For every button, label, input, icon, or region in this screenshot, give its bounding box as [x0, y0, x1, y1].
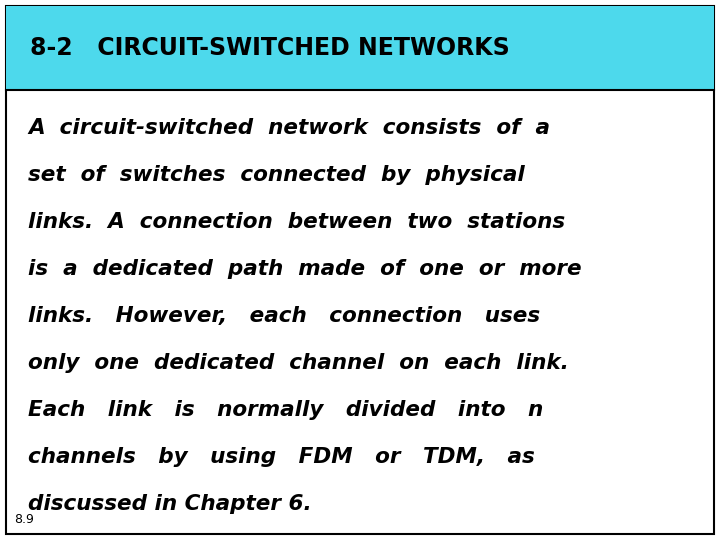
- Text: only  one  dedicated  channel  on  each  link.: only one dedicated channel on each link.: [28, 353, 569, 373]
- Text: 8-2   CIRCUIT-SWITCHED NETWORKS: 8-2 CIRCUIT-SWITCHED NETWORKS: [30, 36, 510, 60]
- Text: links.   However,   each   connection   uses: links. However, each connection uses: [28, 306, 540, 326]
- Text: Each   link   is   normally   divided   into   n: Each link is normally divided into n: [28, 400, 544, 420]
- Text: is  a  dedicated  path  made  of  one  or  more: is a dedicated path made of one or more: [28, 259, 582, 279]
- Text: links.  A  connection  between  two  stations: links. A connection between two stations: [28, 212, 565, 232]
- Text: channels   by   using   FDM   or   TDM,   as: channels by using FDM or TDM, as: [28, 447, 535, 467]
- Text: discussed in Chapter 6.: discussed in Chapter 6.: [28, 494, 312, 514]
- Text: A  circuit-switched  network  consists  of  a: A circuit-switched network consists of a: [28, 118, 550, 138]
- Text: set  of  switches  connected  by  physical: set of switches connected by physical: [28, 165, 525, 185]
- Text: 8.9: 8.9: [14, 513, 34, 526]
- Bar: [6, 6, 714, 90]
